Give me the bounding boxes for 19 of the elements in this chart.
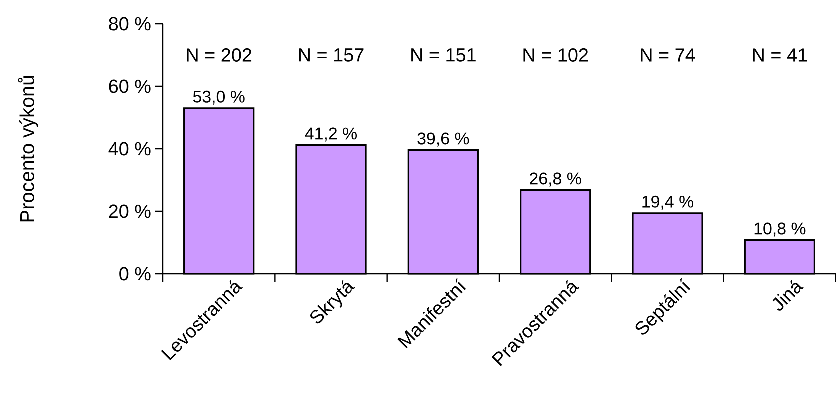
data-label: 19,4 %	[642, 196, 694, 210]
data-label: 41,2 %	[305, 128, 357, 142]
annotation: N = 157	[299, 48, 364, 62]
x-tick-label: Jiná	[772, 280, 804, 311]
data-label: 26,8 %	[530, 172, 582, 187]
y-tick-label: 80 %	[109, 17, 151, 31]
data-label: 53,0 %	[193, 90, 245, 105]
annotation: N = 41	[753, 48, 808, 62]
annotation: N = 151	[412, 48, 476, 62]
data-label: 10,8 %	[754, 222, 806, 237]
y-tick-label: 0 %	[120, 267, 151, 281]
y-tick-label: 20 %	[109, 204, 151, 218]
annotation: N = 102	[524, 48, 588, 62]
annotation: N = 202	[187, 48, 252, 62]
y-tick-label: 40 %	[108, 142, 151, 156]
y-tick-label: 60 %	[109, 80, 151, 94]
annotation: N = 74	[641, 48, 696, 62]
data-label: 39,6 %	[418, 132, 470, 147]
y-axis-title: Procento výkonů	[18, 76, 38, 222]
